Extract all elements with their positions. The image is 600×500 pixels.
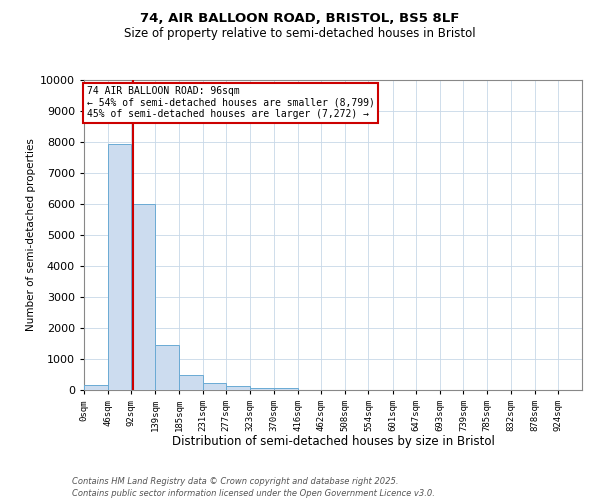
Bar [226,386,250,390]
Bar [274,388,298,390]
Bar [203,383,226,390]
Text: 74, AIR BALLOON ROAD, BRISTOL, BS5 8LF: 74, AIR BALLOON ROAD, BRISTOL, BS5 8LF [140,12,460,26]
Text: Contains public sector information licensed under the Open Government Licence v3: Contains public sector information licen… [72,489,435,498]
Text: Size of property relative to semi-detached houses in Bristol: Size of property relative to semi-detach… [124,28,476,40]
Text: 74 AIR BALLOON ROAD: 96sqm
← 54% of semi-detached houses are smaller (8,799)
45%: 74 AIR BALLOON ROAD: 96sqm ← 54% of semi… [86,86,374,120]
Bar [250,388,274,390]
Bar [155,345,179,390]
Bar [84,386,107,390]
X-axis label: Distribution of semi-detached houses by size in Bristol: Distribution of semi-detached houses by … [172,436,494,448]
Y-axis label: Number of semi-detached properties: Number of semi-detached properties [26,138,36,332]
Text: Contains HM Land Registry data © Crown copyright and database right 2025.: Contains HM Land Registry data © Crown c… [72,478,398,486]
Bar [107,144,131,390]
Bar [179,375,203,390]
Bar [131,204,155,390]
